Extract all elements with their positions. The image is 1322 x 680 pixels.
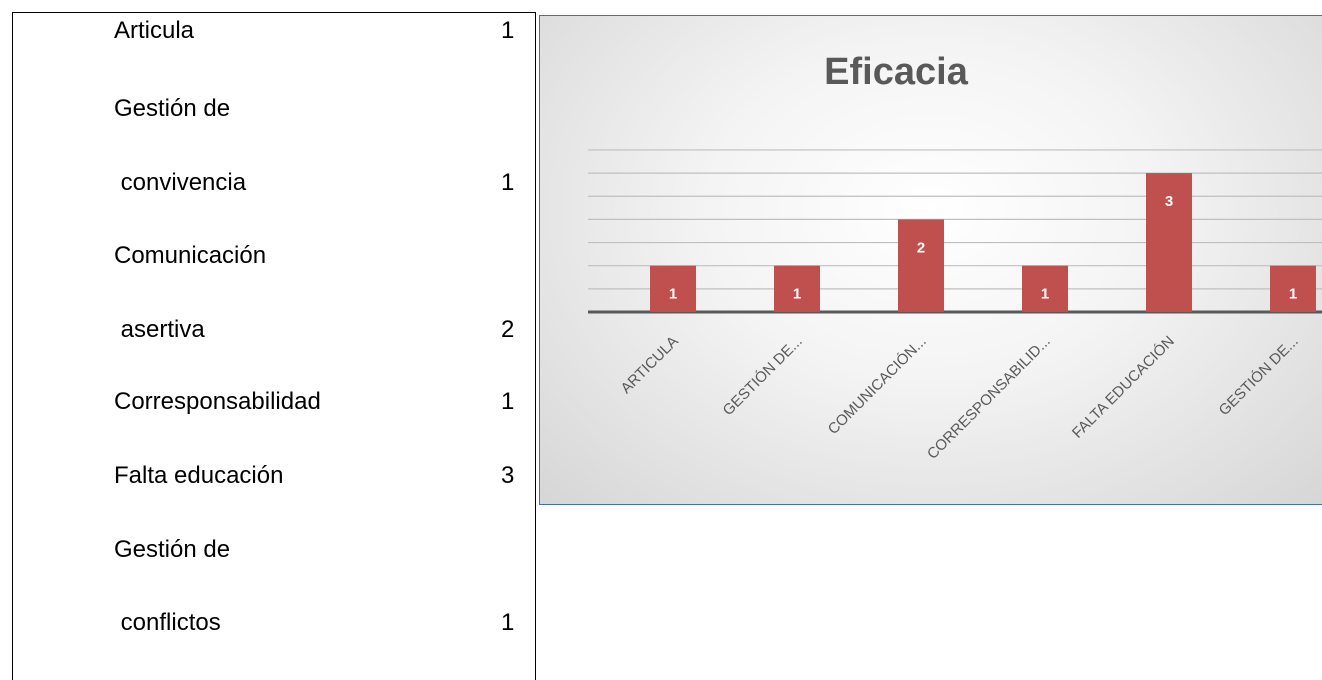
- bar-4: [1146, 173, 1192, 312]
- data-table: Articula 1 Gestión de convivencia 1 Comu…: [12, 12, 536, 680]
- data-label-0: 1: [669, 286, 677, 303]
- category-label-2: COMUNICACIÓN...: [825, 333, 930, 438]
- table-value-articula: 1: [501, 17, 515, 44]
- table-value-falta-educacion: 3: [501, 462, 515, 489]
- table-label-gestion-conflictos-line1: Gestión de: [114, 536, 231, 563]
- data-label-1: 1: [793, 286, 801, 303]
- category-label-3: CORRESPONSABILID...: [924, 333, 1054, 463]
- table-value-gestion-conflictos: 1: [501, 609, 515, 636]
- table-label-gestion-conflictos-line2: conflictos: [114, 609, 221, 636]
- table-label-comunicacion-line1: Comunicación: [114, 242, 267, 269]
- table-label-falta-educacion: Falta educación: [114, 462, 284, 489]
- bar-3: [1022, 265, 1068, 312]
- chart-title: Eficacia: [824, 51, 969, 93]
- category-label-5: GESTIÓN DE...: [1216, 333, 1302, 419]
- data-label-3: 1: [1041, 286, 1049, 303]
- category-label-4: FALTA EDUCACIÓN: [1069, 333, 1178, 442]
- table-label-gestion-convivencia-line1: Gestión de: [114, 95, 231, 122]
- table-value-corresponsabilidad: 1: [501, 388, 515, 415]
- data-label-4: 3: [1165, 193, 1173, 210]
- table-value-gestion-convivencia: 1: [501, 169, 515, 196]
- table-label-comunicacion-line2: asertiva: [114, 316, 205, 343]
- category-label-1: GESTIÓN DE...: [720, 333, 806, 419]
- bar-2: [898, 219, 944, 312]
- category-label-0: ARTICULA: [618, 333, 682, 397]
- data-label-5: 1: [1289, 286, 1297, 303]
- table-label-articula: Articula: [114, 17, 195, 44]
- bar-1: [774, 265, 820, 312]
- bar-0: [650, 265, 696, 312]
- table-label-gestion-convivencia-line2: convivencia: [114, 169, 247, 196]
- table-label-corresponsabilidad: Corresponsabilidad: [114, 388, 321, 415]
- bar-5: [1270, 265, 1316, 312]
- table-value-comunicacion: 2: [501, 316, 515, 343]
- data-label-2: 2: [917, 239, 925, 256]
